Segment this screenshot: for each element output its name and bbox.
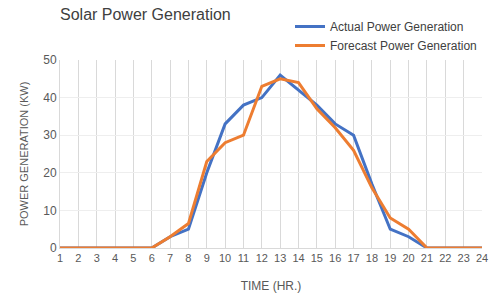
svg-text:9: 9 [204, 252, 210, 264]
svg-text:16: 16 [329, 252, 341, 264]
svg-text:14: 14 [292, 252, 304, 264]
svg-text:15: 15 [311, 252, 323, 264]
svg-text:2: 2 [75, 252, 81, 264]
svg-text:20: 20 [402, 252, 414, 264]
svg-text:18: 18 [366, 252, 378, 264]
svg-text:Actual Power Generation: Actual Power Generation [330, 20, 463, 34]
svg-text:10: 10 [43, 204, 57, 218]
svg-text:8: 8 [185, 252, 191, 264]
svg-text:30: 30 [43, 128, 57, 142]
svg-text:24: 24 [476, 252, 488, 264]
svg-text:12: 12 [256, 252, 268, 264]
svg-text:5: 5 [130, 252, 136, 264]
svg-text:23: 23 [458, 252, 470, 264]
svg-text:17: 17 [347, 252, 359, 264]
svg-text:3: 3 [94, 252, 100, 264]
svg-text:50: 50 [43, 53, 57, 67]
svg-text:40: 40 [43, 91, 57, 105]
svg-text:4: 4 [112, 252, 118, 264]
svg-text:POWER GENERATION (KW): POWER GENERATION (KW) [18, 82, 30, 227]
svg-text:19: 19 [384, 252, 396, 264]
svg-text:Solar Power Generation: Solar Power Generation [60, 6, 231, 23]
svg-text:7: 7 [167, 252, 173, 264]
svg-text:6: 6 [149, 252, 155, 264]
svg-text:13: 13 [274, 252, 286, 264]
svg-text:10: 10 [219, 252, 231, 264]
svg-text:1: 1 [57, 252, 63, 264]
svg-text:TIME (HR.): TIME (HR.) [241, 279, 302, 293]
svg-text:Forecast Power Generation: Forecast Power Generation [330, 39, 477, 53]
svg-text:20: 20 [43, 166, 57, 180]
svg-text:0: 0 [50, 241, 57, 255]
svg-text:21: 21 [421, 252, 433, 264]
svg-text:11: 11 [238, 252, 249, 264]
svg-text:22: 22 [439, 252, 451, 264]
